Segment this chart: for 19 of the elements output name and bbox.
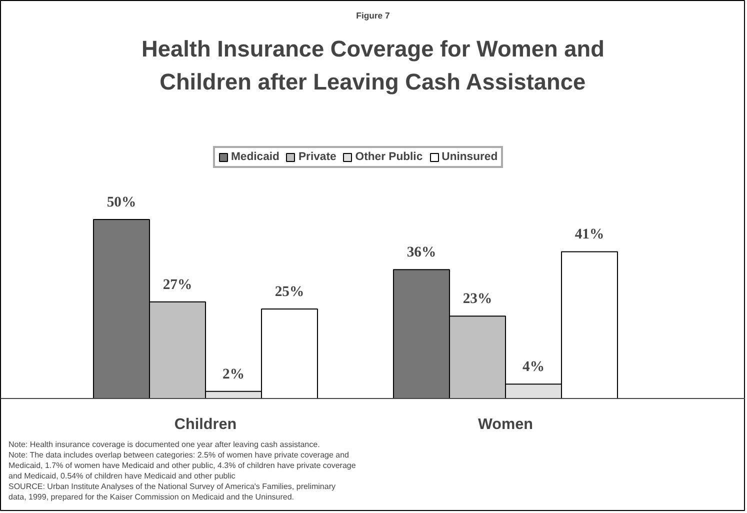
data-label: 25% <box>274 284 304 300</box>
chart-subtitle: Figure 7 <box>356 10 390 20</box>
legend-label: Uninsured <box>442 151 498 163</box>
legend-label: Other Public <box>355 151 423 163</box>
data-label: 23% <box>462 291 492 308</box>
chart-title: Health Insurance Coverage for Women and Children after Leaving Cash Assistance <box>142 36 604 94</box>
data-label: 2% <box>222 366 244 382</box>
data-label: 36% <box>406 244 436 261</box>
text: Note: Health insurance coverage is documented one year after leaving cash assistance. <box>8 440 320 449</box>
data-label: 50% <box>106 194 136 210</box>
x-tick-label: Children <box>174 416 237 433</box>
legend-label: Medicaid <box>231 151 280 163</box>
legend-label: Private <box>298 151 336 163</box>
data-label: 4% <box>522 359 544 376</box>
x-tick-label: Women <box>478 416 534 433</box>
source-note: SOURCE: Urban Institute Analyses of the National Survey of America's Families, preliminary data, 1999, prepared for the Kaiser Commission on Medicaid and the Uninsured. <box>8 482 336 502</box>
data-label: 27% <box>162 276 192 293</box>
data-label: 41% <box>574 226 604 243</box>
text: Note: The data includes overlap between categories: 2.5% of women have private coverage and Medicaid, 1.7% of women have Medicaid and other public, 4.3% of children have private coverage and Medicaid, 0.54% of children have Medicaid and other public <box>8 450 356 480</box>
